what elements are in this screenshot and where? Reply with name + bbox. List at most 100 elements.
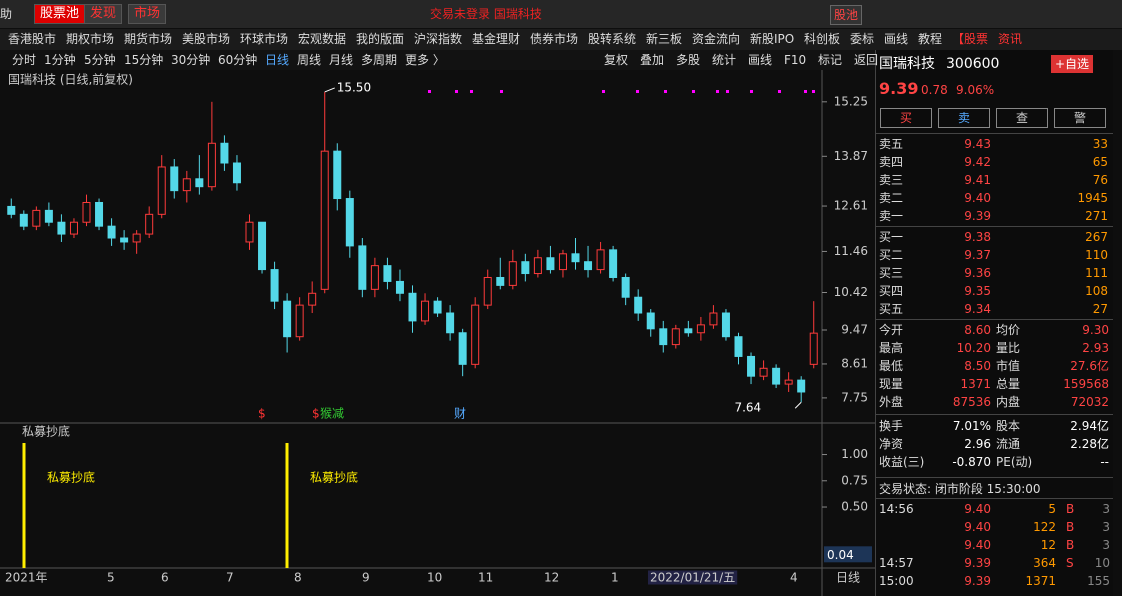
tool[interactable]: 叠加 [640, 53, 665, 67]
period[interactable]: 日线 [265, 53, 290, 67]
menu-item[interactable]: 期货市场 [124, 32, 173, 46]
menu-item[interactable]: 环球市场 [240, 32, 289, 46]
cell: 267 [1085, 230, 1108, 244]
tab[interactable]: 市场 [128, 4, 167, 24]
cell: 买二 [879, 248, 904, 262]
x-tick-label: 1 [611, 571, 619, 585]
candle-body [120, 237, 129, 243]
tool[interactable]: 统计 [712, 53, 737, 67]
cell: 9.39 [964, 209, 991, 223]
period-bar [0, 50, 875, 70]
tool[interactable]: 标记 [818, 53, 843, 67]
period[interactable]: 月线 [329, 53, 354, 67]
menu-item[interactable]: 美股市场 [182, 32, 231, 46]
menu-item[interactable]: 香港股市 [8, 32, 57, 46]
cell: 9.42 [964, 155, 991, 169]
current-value: 0.04 [827, 548, 854, 562]
signal-label: 私募抄底 [310, 470, 358, 485]
tool[interactable]: F10 [784, 53, 807, 67]
divider [876, 498, 1113, 499]
trade-button[interactable]: 卖 [938, 108, 990, 128]
tool[interactable]: 复权 [604, 53, 629, 67]
cell: 卖一 [879, 209, 904, 223]
x-tick-label: 4 [790, 571, 798, 585]
candle-body [145, 213, 154, 235]
period[interactable]: 5分钟 [84, 53, 116, 67]
period[interactable]: 15分钟 [124, 53, 164, 67]
x-tick-label: 12 [544, 571, 559, 585]
chart: 国瑞科技 (日线,前复权) 15.25 13.87 12.61 11.46 10.42 9.… [0, 70, 875, 596]
trade-button[interactable]: 警 [1054, 108, 1106, 128]
candle-body [258, 221, 267, 271]
candle-body [157, 166, 166, 215]
dot [716, 90, 719, 93]
menu-item[interactable]: 教程 [918, 32, 943, 46]
candle-body [107, 225, 116, 239]
cell: 2.93 [1082, 341, 1109, 355]
dot [636, 90, 639, 93]
tool[interactable]: 画线 [748, 53, 773, 67]
menu-item[interactable]: 新三板 [646, 32, 683, 46]
candle-body [558, 253, 567, 271]
cell: 2.96 [964, 437, 991, 451]
candle-body [521, 261, 530, 275]
menu-item[interactable]: 资讯 [998, 32, 1023, 46]
cell: 卖三 [879, 173, 904, 187]
menu-bar [0, 29, 1122, 50]
cell: 最低 [879, 359, 904, 373]
cell: 271 [1085, 209, 1108, 223]
current-box [824, 546, 872, 563]
tab[interactable]: 股票池 [34, 4, 86, 24]
cell: 3 [1102, 502, 1110, 516]
period[interactable]: 分时 [12, 53, 37, 67]
tool[interactable]: 返回 [854, 53, 879, 67]
cell: 65 [1092, 155, 1108, 169]
cell: PE(动) [996, 455, 1033, 469]
cell: 10 [1094, 556, 1110, 570]
add-watch[interactable]: +自选 [1051, 55, 1094, 73]
candle-body [659, 328, 668, 346]
cell: 14:56 [879, 502, 914, 516]
menu-item[interactable]: 资金流向 [692, 32, 741, 46]
menu-item[interactable]: 宏观数据 [298, 32, 347, 46]
menu-item[interactable]: 基金理财 [472, 32, 521, 46]
dot [812, 90, 815, 93]
menu-item[interactable]: 【股票 [952, 32, 989, 46]
period[interactable]: 1分钟 [44, 53, 76, 67]
menu-item[interactable]: 沪深指数 [414, 32, 463, 46]
candle-body [370, 265, 379, 290]
tab[interactable]: 发现 [84, 4, 123, 24]
cell: 市值 [996, 359, 1021, 373]
candle-body [671, 328, 680, 346]
menu-item[interactable]: 委标 [850, 32, 875, 46]
pool[interactable]: 股池 [830, 5, 863, 25]
period[interactable]: 多周期 [361, 53, 398, 67]
menu-item[interactable]: 画线 [884, 32, 909, 46]
menu-item[interactable]: 我的版面 [356, 32, 405, 46]
trade-button[interactable]: 查 [996, 108, 1048, 128]
dot [455, 90, 458, 93]
cell: 最高 [879, 341, 904, 355]
cell: 111 [1085, 266, 1108, 280]
menu-item[interactable]: 债券市场 [530, 32, 579, 46]
signal-label: 私募抄底 [47, 470, 95, 485]
period[interactable]: 60分钟 [218, 53, 258, 67]
annotation-arrow [794, 401, 802, 409]
menu-item[interactable]: 股转系统 [588, 32, 637, 46]
menu-item[interactable]: 新股IPO [750, 32, 795, 46]
cell: 9.41 [964, 173, 991, 187]
cell: 股本 [996, 419, 1021, 433]
y-tick-label: 11.46 [834, 244, 868, 258]
menu-item[interactable]: 科创板 [804, 32, 841, 46]
trade-button[interactable]: 买 [880, 108, 932, 128]
period[interactable]: 更多 〉 [405, 53, 445, 67]
period[interactable]: 30分钟 [171, 53, 211, 67]
x-tick-label: 2022/01/21/五 [650, 571, 735, 585]
candle-body [772, 367, 781, 385]
pct: 9.06% [956, 83, 995, 97]
period[interactable]: 周线 [297, 53, 322, 67]
menu-item[interactable]: 期权市场 [66, 32, 115, 46]
tool[interactable]: 多股 [676, 53, 701, 67]
cell: 12 [1040, 538, 1056, 552]
candle-body [596, 249, 605, 271]
